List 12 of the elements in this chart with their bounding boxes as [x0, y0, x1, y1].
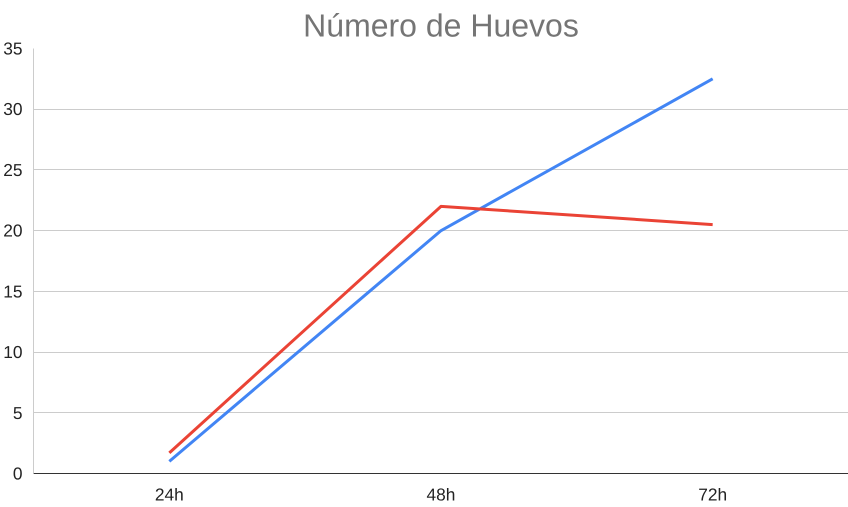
y-tick-label: 0 [12, 464, 23, 484]
y-tick-label: 35 [3, 38, 23, 58]
chart-title: Número de Huevos [303, 8, 579, 44]
y-tick-label: 25 [3, 160, 23, 180]
y-tick-label: 10 [3, 342, 23, 362]
x-tick-label: 48h [426, 484, 456, 504]
x-tick-label: 24h [154, 484, 184, 504]
y-tick-label: 20 [3, 220, 23, 241]
x-tick-label: 72h [698, 484, 728, 504]
y-tick-label: 15 [3, 281, 23, 302]
y-tick-label: 30 [3, 99, 23, 120]
y-tick-label: 5 [12, 402, 23, 423]
